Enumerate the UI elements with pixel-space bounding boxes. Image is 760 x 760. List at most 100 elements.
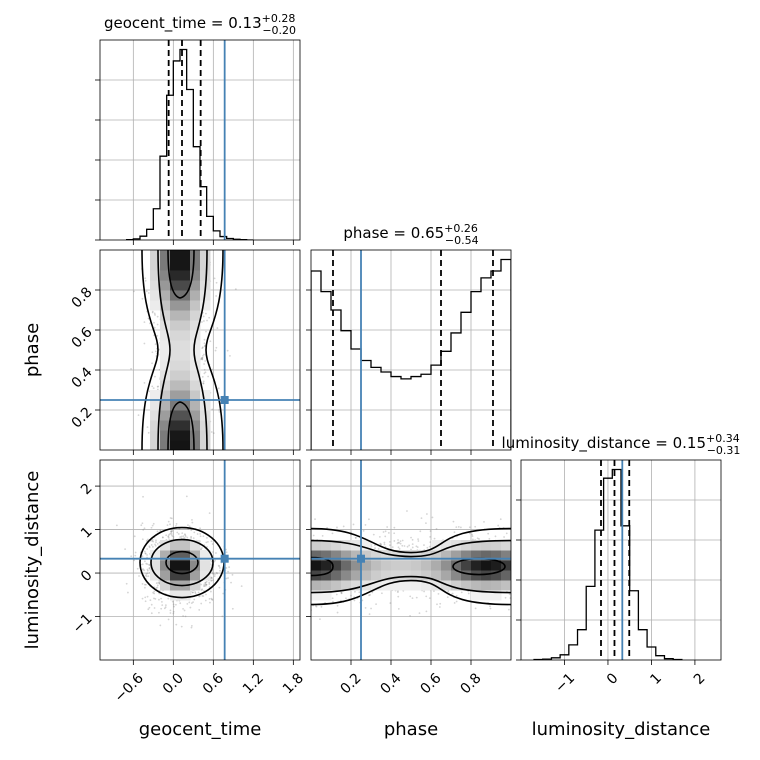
density-cell (200, 560, 211, 571)
density-cell (180, 300, 191, 311)
scatter-point (455, 600, 458, 603)
scatter-point (483, 520, 485, 523)
scatter-point (153, 326, 156, 329)
scatter-point (215, 295, 218, 297)
density-cell (190, 380, 201, 391)
x-tick-label: −1 (552, 670, 578, 696)
scatter-point (182, 535, 185, 538)
density-cell (180, 270, 191, 281)
scatter-point (218, 586, 221, 589)
density-cell (190, 290, 201, 301)
scatter-point (368, 613, 371, 616)
scatter-point (370, 607, 372, 610)
density-cell (491, 580, 502, 591)
scatter-point (225, 551, 228, 554)
scatter-point (169, 612, 172, 614)
density-cell (311, 560, 322, 571)
scatter-point (147, 575, 150, 578)
scatter-point (406, 510, 408, 512)
scatter-point (312, 534, 315, 537)
scatter-point (143, 381, 146, 384)
scatter-point (487, 532, 490, 535)
scatter-point (153, 607, 156, 609)
scatter-point (154, 544, 157, 547)
density-cell (170, 560, 181, 571)
scatter-point (133, 290, 135, 293)
x-tick-label: 0.4 (378, 670, 405, 697)
scatter-point (175, 623, 178, 626)
x-tick-label: 1.8 (280, 670, 307, 697)
scatter-point (216, 572, 218, 575)
scatter-point (451, 592, 454, 595)
scatter-point (115, 524, 118, 527)
scatter-point (229, 354, 231, 357)
scatter-point (228, 566, 231, 569)
density-cell (461, 570, 472, 581)
scatter-point (150, 526, 153, 529)
scatter-point (192, 601, 194, 603)
scatter-point (331, 597, 334, 600)
scatter-point (210, 431, 213, 433)
scatter-point (205, 312, 207, 315)
scatter-point (383, 541, 386, 544)
scatter-point (388, 541, 391, 543)
density-cell (180, 560, 191, 571)
density-cell (311, 580, 322, 591)
density-cell (200, 430, 211, 441)
scatter-point (163, 607, 166, 610)
scatter-point (507, 608, 510, 611)
scatter-point (505, 532, 508, 535)
scatter-point (151, 311, 154, 314)
scatter-point (384, 535, 387, 538)
scatter-point (218, 409, 220, 411)
scatter-point (453, 531, 456, 534)
scatter-point (204, 599, 207, 602)
scatter-point (215, 552, 217, 554)
scatter-point (161, 604, 164, 606)
y-tick-label: −1 (70, 611, 96, 637)
panel-phase-vs-geocent_time: 0.2 0.4 0.6 0.8 phase (22, 249, 301, 455)
scatter-point (203, 583, 206, 586)
scatter-point (155, 541, 157, 543)
scatter-point (203, 585, 206, 587)
scatter-point (185, 495, 188, 498)
scatter-point (190, 626, 193, 629)
density-cell (180, 260, 191, 271)
scatter-point (133, 535, 136, 538)
density-cell (190, 440, 201, 450)
x-axis-label: luminosity_distance (532, 719, 711, 740)
scatter-point (425, 522, 427, 525)
density-cell (190, 260, 201, 271)
scatter-point (190, 625, 193, 627)
scatter-point (393, 532, 396, 535)
scatter-point (221, 615, 224, 618)
scatter-point (200, 547, 203, 549)
scatter-point (209, 340, 212, 343)
density-cell (190, 430, 201, 441)
density-cell (501, 580, 511, 591)
scatter-point (184, 534, 186, 536)
y-tick-label: 0 (78, 567, 96, 585)
density-cell (170, 320, 181, 331)
scatter-point (446, 596, 449, 599)
scatter-point (201, 358, 203, 361)
scatter-point (203, 345, 206, 348)
scatter-point (187, 524, 189, 527)
scatter-point (355, 536, 357, 539)
scatter-point (375, 603, 377, 605)
scatter-point (504, 596, 507, 599)
density-cell (321, 580, 332, 591)
scatter-point (173, 605, 175, 608)
scatter-point (151, 545, 154, 548)
density-cell (170, 370, 181, 381)
scatter-point (136, 567, 139, 570)
scatter-point (437, 592, 440, 595)
scatter-point (234, 288, 237, 291)
scatter-point (415, 596, 418, 599)
scatter-point (192, 537, 195, 540)
scatter-point (429, 535, 432, 538)
scatter-point (130, 368, 132, 370)
scatter-point (124, 548, 127, 551)
scatter-point (455, 526, 458, 528)
